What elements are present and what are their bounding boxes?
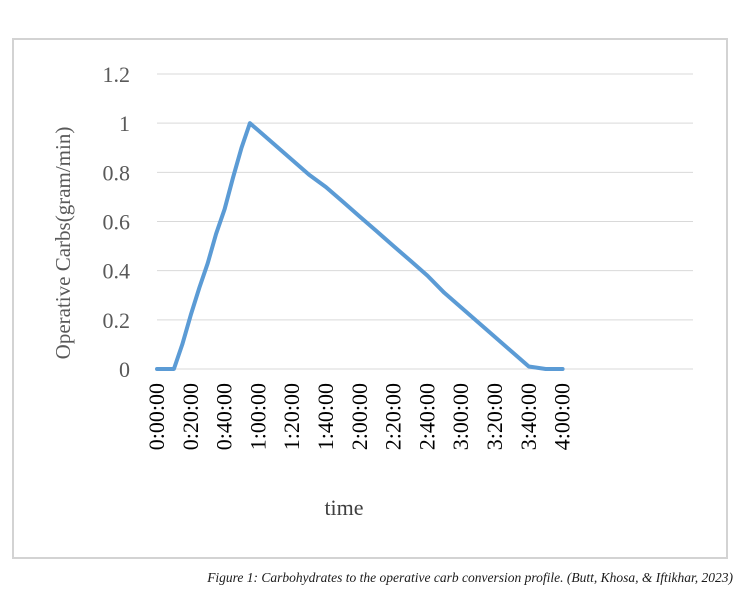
x-tick-label: 2:40:00 bbox=[414, 383, 439, 450]
x-tick-label: 1:20:00 bbox=[279, 383, 304, 450]
x-tick-label: 2:00:00 bbox=[347, 383, 372, 450]
x-tick-label: 0:40:00 bbox=[212, 383, 237, 450]
series-line bbox=[155, 121, 565, 371]
x-tick-label: 3:00:00 bbox=[448, 383, 473, 450]
x-tick-label: 2:20:00 bbox=[381, 383, 406, 450]
x-axis-label: time bbox=[324, 495, 363, 520]
chart-frame bbox=[12, 38, 728, 559]
y-tick-label: 0.8 bbox=[103, 160, 131, 185]
y-axis-label: Operative Carbs(gram/min) bbox=[51, 127, 75, 360]
y-tick-label: 1.2 bbox=[103, 62, 131, 87]
x-tick-label: 3:40:00 bbox=[516, 383, 541, 450]
x-tick-label: 3:20:00 bbox=[482, 383, 507, 450]
y-tick-label: 0.2 bbox=[103, 308, 131, 333]
figure-caption: Figure 1: Carbohydrates to the operative… bbox=[207, 570, 733, 585]
x-tick-label: 1:00:00 bbox=[245, 383, 270, 450]
x-tick-label: 0:20:00 bbox=[178, 383, 203, 450]
x-tick-labels: 0:00:00 0:20:00 0:40:00 1:00:00 1:20:00 1:40:… bbox=[144, 383, 575, 450]
y-tick-label: 0.4 bbox=[103, 259, 131, 284]
x-tick-label: 1:40:00 bbox=[313, 383, 338, 450]
series-group bbox=[155, 121, 565, 371]
y-tick-label: 0.6 bbox=[103, 210, 131, 235]
gridlines bbox=[157, 73, 693, 370]
x-tick-label: 4:00:00 bbox=[550, 383, 575, 450]
line-chart: 0 0.2 0.4 0.6 0.8 1 1.2 0:00:00 0:20:00 0:40:00 1… bbox=[51, 62, 693, 520]
y-tick-label: 0 bbox=[119, 357, 130, 382]
y-tick-label: 1 bbox=[119, 111, 130, 136]
x-tick-label: 0:00:00 bbox=[144, 383, 169, 450]
y-tick-labels: 0 0.2 0.4 0.6 0.8 1 1.2 bbox=[103, 62, 131, 382]
